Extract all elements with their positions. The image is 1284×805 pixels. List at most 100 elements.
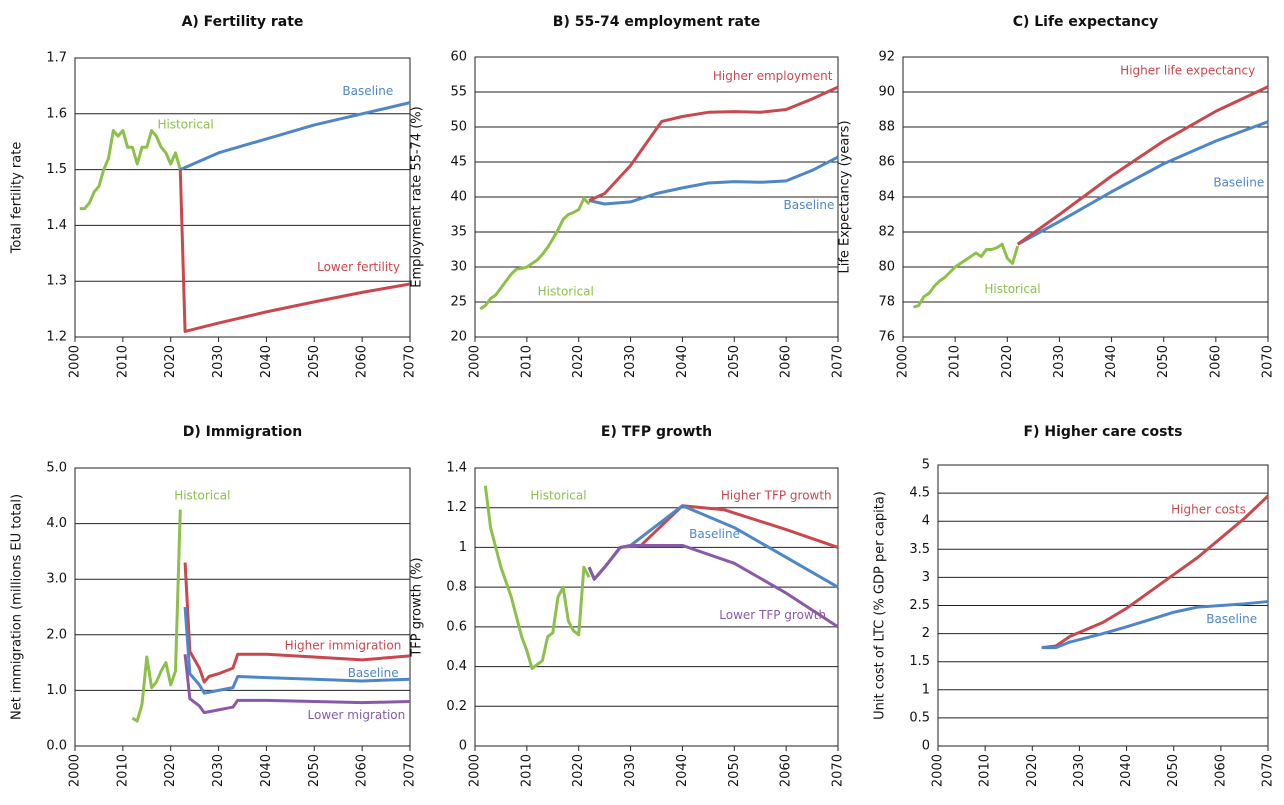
plot-frame (474, 56, 839, 338)
y-tick-label: 0 (922, 739, 930, 754)
y-tick-label: 84 (878, 190, 895, 205)
x-tick-label: 2050 (307, 345, 322, 378)
series-line (1041, 494, 1270, 650)
y-tick-label: 0.0 (46, 739, 67, 754)
plot-frame (937, 464, 1269, 747)
y-axis-label: Life Expectancy (years) (838, 120, 853, 273)
x-tick-label: 2040 (675, 345, 690, 378)
series-label: Historical (174, 488, 230, 502)
x-tick-label: 2030 (211, 345, 226, 378)
series-label: Higher TFP growth (721, 488, 832, 502)
series-label: Higher costs (1171, 502, 1246, 516)
x-tick-label: 2010 (948, 345, 963, 378)
y-tick-label: 86 (878, 155, 895, 170)
x-tick-label: 2060 (355, 754, 370, 787)
x-tick-label: 2070 (1261, 754, 1276, 787)
series-line (79, 129, 182, 211)
series-line (483, 485, 591, 671)
x-tick-label: 2030 (623, 345, 638, 378)
panel-title: C) Life expectancy (1013, 14, 1159, 30)
x-tick-label: 2050 (1156, 345, 1171, 378)
x-tick-label: 2000 (468, 754, 483, 787)
y-tick-label: 0 (459, 739, 467, 754)
series-label: Historical (157, 117, 213, 131)
x-tick-label: 2040 (1104, 345, 1119, 378)
x-tick-label: 2040 (675, 754, 690, 787)
x-tick-label: 2040 (1119, 754, 1134, 787)
x-tick-label: 2040 (259, 754, 274, 787)
y-tick-label: 76 (878, 330, 895, 345)
y-axis-label: Employment rate 55-74 (%) (410, 106, 425, 287)
y-tick-label: 80 (878, 260, 895, 275)
y-tick-label: 0.4 (446, 659, 467, 674)
series-label: Baseline (342, 84, 393, 98)
series-line (183, 562, 411, 684)
x-tick-label: 2060 (1213, 754, 1228, 787)
panel: F) Higher care costs Unit cost of LTC (% … (873, 424, 1276, 787)
x-tick-label: 2070 (831, 754, 846, 787)
series-line (588, 85, 839, 202)
y-tick-label: 1.0 (46, 683, 67, 698)
series-line (912, 242, 1020, 309)
y-tick-label: 1.6 (46, 106, 67, 121)
x-tick-label: 2010 (978, 754, 993, 787)
y-axis-label: Unit cost of LTC (% GDP per capita) (873, 491, 888, 720)
x-tick-label: 2060 (779, 754, 794, 787)
x-tick-label: 2020 (571, 754, 586, 787)
x-tick-label: 2010 (519, 754, 534, 787)
y-tick-label: 3 (922, 570, 930, 585)
x-tick-label: 2050 (1166, 754, 1181, 787)
y-tick-label: 20 (450, 330, 467, 345)
y-tick-label: 55 (450, 85, 467, 100)
y-tick-label: 1.3 (46, 274, 67, 289)
y-tick-label: 0.8 (446, 580, 467, 595)
y-tick-label: 0.6 (446, 619, 467, 634)
series-line (1016, 120, 1269, 246)
series-line (131, 509, 182, 723)
y-tick-label: 82 (878, 225, 895, 240)
panel: C) Life expectancy Life Expectancy (years… (838, 14, 1276, 378)
series-label: Lower migration (308, 708, 406, 722)
y-axis-label: Total fertility rate (10, 142, 25, 255)
y-tick-label: 1 (922, 682, 930, 697)
y-tick-label: 3.0 (46, 572, 67, 587)
y-tick-label: 1.7 (46, 51, 67, 66)
series-label: Baseline (784, 198, 835, 212)
panel: B) 55-74 employment rate Employment rate … (410, 14, 846, 378)
y-tick-label: 1.2 (446, 500, 467, 515)
series-label: Historical (984, 282, 1040, 296)
y-tick-label: 45 (450, 155, 467, 170)
x-tick-label: 2030 (1072, 754, 1087, 787)
y-tick-label: 5.0 (46, 461, 67, 476)
y-tick-label: 5 (922, 458, 930, 473)
x-tick-label: 2060 (779, 345, 794, 378)
y-tick-label: 4.5 (909, 486, 930, 501)
y-tick-label: 2.0 (46, 627, 67, 642)
series-line (183, 606, 411, 695)
x-tick-label: 2020 (1000, 345, 1015, 378)
panel-title: D) Immigration (183, 424, 303, 440)
series-label: Higher life expectancy (1120, 64, 1255, 78)
x-tick-label: 2000 (896, 345, 911, 378)
y-tick-label: 2.5 (909, 598, 930, 613)
y-tick-label: 1.5 (909, 654, 930, 669)
x-tick-label: 2000 (68, 754, 83, 787)
y-tick-label: 78 (878, 295, 895, 310)
y-tick-label: 92 (878, 50, 895, 65)
y-tick-label: 90 (878, 85, 895, 100)
x-tick-label: 2030 (211, 754, 226, 787)
plot-frame (902, 56, 1269, 338)
x-tick-label: 2020 (163, 754, 178, 787)
y-axis-label: Net immigration (millions EU total) (10, 494, 25, 720)
x-tick-label: 2010 (115, 754, 130, 787)
x-tick-label: 2010 (115, 345, 130, 378)
x-tick-label: 2020 (163, 345, 178, 378)
series-label: Higher immigration (285, 638, 402, 652)
y-tick-label: 4.0 (46, 516, 67, 531)
panel: A) Fertility rate Total fertility rate 1.2… (10, 14, 418, 378)
y-tick-label: 0.2 (446, 699, 467, 714)
y-axis-label: TFP growth (%) (410, 557, 425, 657)
series-label: Lower TFP growth (719, 608, 826, 622)
